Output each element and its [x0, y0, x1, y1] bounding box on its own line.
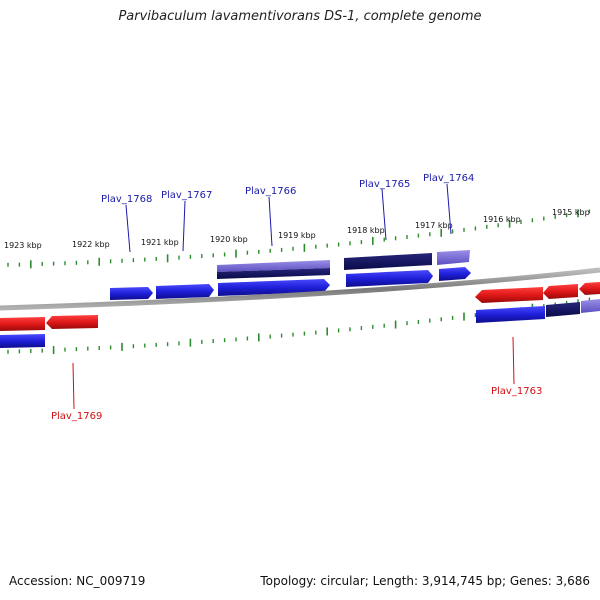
- scale-label-1916: 1916 kbp: [483, 215, 521, 224]
- gene-red-1762[interactable]: [543, 284, 578, 299]
- gene-navy-right[interactable]: [546, 302, 580, 317]
- label-plav-1763[interactable]: Plav_1763: [491, 386, 542, 397]
- label-plav-1766[interactable]: Plav_1766: [245, 186, 296, 197]
- gene-plav-1764[interactable]: [439, 267, 471, 281]
- label-plav-1767[interactable]: Plav_1767: [161, 190, 212, 201]
- map-title: Parvibaculum lavamentivorans DS-1, compl…: [118, 9, 482, 24]
- gene-red-1761[interactable]: [579, 282, 600, 295]
- gene-blue-1763-forward[interactable]: [476, 306, 545, 323]
- scale-label-1917: 1917 kbp: [415, 221, 453, 230]
- label-plav-1764[interactable]: Plav_1764: [423, 173, 474, 184]
- leader-plav-1767: [182, 200, 186, 252]
- label-plav-1768[interactable]: Plav_1768: [101, 194, 152, 205]
- scale-ticks-outer: [7, 209, 591, 269]
- scale-label-1921: 1921 kbp: [141, 238, 179, 247]
- leader-plav-1764: [446, 183, 452, 235]
- scale-label-1919: 1919 kbp: [278, 231, 316, 240]
- gene-plav-1769[interactable]: [46, 315, 98, 329]
- label-plav-1769[interactable]: Plav_1769: [51, 411, 102, 422]
- scale-label-1918: 1918 kbp: [347, 226, 385, 235]
- leader-plav-1766: [268, 196, 273, 247]
- gene-plav-1768[interactable]: [110, 287, 153, 300]
- scale-label-1915: 1915 kbp: [552, 208, 590, 217]
- genome-summary-text: Topology: circular; Length: 3,914,745 bp…: [260, 574, 590, 588]
- gene-plav-1766-dark[interactable]: [217, 268, 330, 279]
- gene-blue-left[interactable]: [0, 334, 45, 348]
- genome-backbone: [0, 267, 600, 311]
- scale-label-1922: 1922 kbp: [72, 240, 110, 249]
- gene-plav-1767[interactable]: [156, 284, 214, 299]
- label-plav-1765[interactable]: Plav_1765: [359, 179, 410, 190]
- gene-plav-1764-light[interactable]: [437, 250, 470, 265]
- gene-plav-1766[interactable]: [218, 279, 330, 296]
- leader-plav-1768: [125, 204, 131, 253]
- gene-plav-1765[interactable]: [346, 270, 433, 287]
- leader-plav-1763: [512, 336, 515, 385]
- gene-plav-1763[interactable]: [475, 287, 543, 303]
- leader-plav-1765: [381, 188, 387, 241]
- scale-label-1920: 1920 kbp: [210, 235, 248, 244]
- leader-plav-1769: [72, 362, 75, 410]
- scale-label-1923: 1923 kbp: [4, 241, 42, 250]
- gene-plav-1769-part[interactable]: [0, 317, 45, 331]
- gene-lavender-right[interactable]: [581, 299, 600, 313]
- gene-plav-1765-dark[interactable]: [344, 253, 432, 270]
- accession-text: Accession: NC_009719: [9, 574, 146, 588]
